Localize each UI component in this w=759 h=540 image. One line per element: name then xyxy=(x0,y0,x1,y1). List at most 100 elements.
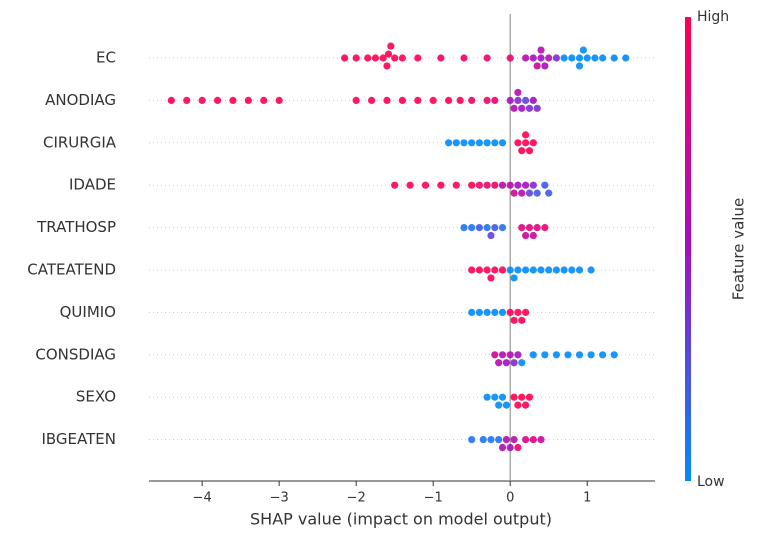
shap-point xyxy=(537,54,545,62)
shap-point xyxy=(367,96,376,104)
shap-point xyxy=(537,436,545,444)
shap-point xyxy=(456,96,464,104)
shap-point xyxy=(506,443,514,452)
shap-point xyxy=(483,181,491,189)
shap-point xyxy=(475,224,484,232)
shap-point xyxy=(514,351,522,359)
shap-point xyxy=(518,189,526,197)
shap-point xyxy=(468,436,476,444)
shap-point xyxy=(510,359,518,367)
shap-point xyxy=(384,50,393,58)
shap-point xyxy=(518,316,526,324)
feature-row xyxy=(460,224,549,240)
shap-point xyxy=(510,274,518,282)
shap-point xyxy=(498,139,507,147)
shap-point xyxy=(514,401,522,409)
shap-point xyxy=(437,181,445,189)
shap-point xyxy=(518,359,526,367)
shap-point xyxy=(506,54,514,62)
y-tick-label: IDADE xyxy=(69,176,116,194)
shap-point xyxy=(575,266,584,274)
shap-point xyxy=(483,96,491,104)
shap-point xyxy=(414,54,422,62)
x-axis-label: SHAP value (impact on model output) xyxy=(250,510,552,529)
shap-point xyxy=(510,316,518,324)
shap-point xyxy=(475,181,484,189)
shap-point xyxy=(529,266,537,274)
shap-point xyxy=(498,351,507,359)
shap-point xyxy=(495,436,503,444)
shap-point xyxy=(391,54,399,62)
shap-point xyxy=(529,96,537,104)
shap-point xyxy=(599,54,607,62)
shap-point xyxy=(383,62,391,70)
x-tick-label: −3 xyxy=(270,491,289,506)
shap-point xyxy=(468,224,476,232)
shap-point xyxy=(522,131,530,139)
shap-point xyxy=(468,96,476,104)
shap-point xyxy=(364,54,372,62)
shap-point xyxy=(498,393,507,401)
shap-point xyxy=(437,54,445,62)
colorbar-low: Low xyxy=(697,474,725,490)
shap-point xyxy=(514,181,522,189)
shap-point xyxy=(491,139,499,147)
feature-row xyxy=(491,351,618,367)
shap-point xyxy=(491,224,499,232)
shap-point xyxy=(552,266,561,274)
shap-point xyxy=(541,62,549,70)
shap-point xyxy=(487,274,495,282)
shap-point xyxy=(518,393,526,401)
shap-point xyxy=(387,42,395,50)
shap-point xyxy=(522,181,530,189)
shap-point xyxy=(406,181,414,189)
x-tick-label: −2 xyxy=(347,491,366,506)
shap-point xyxy=(514,443,522,452)
colorbar-high: High xyxy=(697,9,729,25)
shap-point xyxy=(599,351,607,359)
y-tick-label: SEXO xyxy=(76,388,116,406)
feature-row xyxy=(483,393,534,409)
shap-point xyxy=(275,96,283,104)
feature-row xyxy=(468,436,545,452)
shap-point xyxy=(529,351,537,359)
shap-point xyxy=(525,104,534,112)
shap-point xyxy=(502,401,510,409)
shap-point xyxy=(514,308,522,316)
shap-point xyxy=(522,231,530,240)
shap-point xyxy=(514,266,522,274)
x-tick-label: 1 xyxy=(583,491,591,506)
shap-point xyxy=(491,266,499,274)
shap-point xyxy=(533,189,541,197)
shap-point xyxy=(371,54,380,62)
shap-point xyxy=(498,181,507,189)
shap-point xyxy=(525,189,534,197)
shap-point xyxy=(518,147,526,155)
shap-point xyxy=(444,96,453,104)
shap-point xyxy=(552,54,561,62)
shap-point xyxy=(468,266,476,274)
feature-row xyxy=(391,181,553,197)
shap-point xyxy=(498,443,507,452)
shap-point xyxy=(483,266,491,274)
colorbar xyxy=(685,17,691,481)
shap-point xyxy=(483,54,491,62)
shap-point xyxy=(575,62,584,70)
shap-point xyxy=(506,266,514,274)
shap-point xyxy=(352,96,360,104)
shap-point xyxy=(587,351,595,359)
shap-point xyxy=(575,54,584,62)
shap-point xyxy=(213,96,222,104)
shap-point xyxy=(491,181,499,189)
shap-point xyxy=(518,224,526,232)
feature-row xyxy=(444,131,537,155)
shap-point xyxy=(564,351,572,359)
shap-point xyxy=(460,139,468,147)
shap-point xyxy=(444,139,453,147)
shap-point xyxy=(398,54,406,62)
feature-row xyxy=(468,266,595,282)
shap-point xyxy=(552,351,561,359)
shap-point xyxy=(229,96,237,104)
shap-point xyxy=(475,308,484,316)
shap-point xyxy=(429,96,437,104)
